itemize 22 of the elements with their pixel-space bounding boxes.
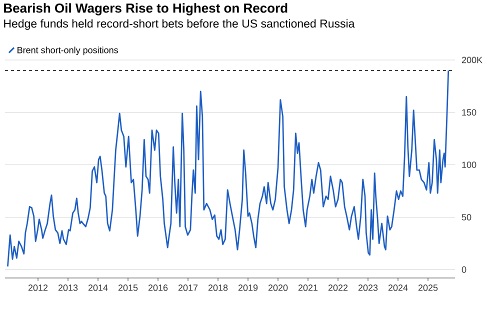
x-tick-label: 2022: [328, 284, 348, 291]
y-tick-label: 0: [462, 266, 466, 273]
legend-label: Brent short-only positions: [18, 46, 118, 56]
x-tick-label: 2024: [388, 284, 408, 291]
x-tick-label: 2023: [358, 284, 378, 291]
x-tick-label: 2012: [28, 284, 48, 291]
y-tick-label: 200K: [462, 56, 482, 64]
y-tick-label: 150: [462, 109, 476, 116]
chart-subtitle: Hedge funds held record-short bets before the US sanctioned Russia: [4, 19, 355, 30]
x-tick-label: 2015: [118, 284, 138, 291]
x-tick-label: 2021: [298, 284, 318, 291]
y-tick-label: 50: [462, 214, 472, 220]
x-tick-label: 2019: [238, 284, 258, 291]
chart-title: Bearish Oil Wagers Rise to Highest on Record: [4, 3, 288, 16]
x-tick-label: 2014: [88, 284, 108, 291]
x-tick-label: 2016: [148, 284, 168, 291]
y-tick-label: 100: [462, 162, 476, 168]
x-tick-label: 2025: [418, 284, 438, 291]
x-tick-label: 2018: [208, 284, 228, 291]
x-tick-label: 2013: [58, 284, 78, 291]
x-tick-label: 2020: [268, 284, 288, 291]
x-tick-label: 2017: [178, 284, 198, 291]
